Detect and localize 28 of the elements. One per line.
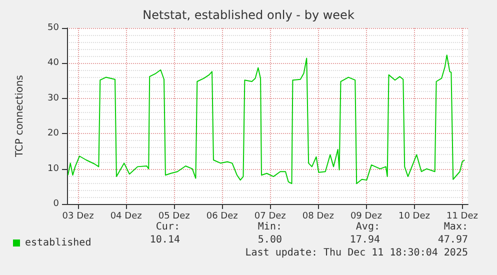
y-tick-label: 20 [48,128,60,139]
text: Max: [444,222,468,232]
x-tick-label: 05 Dez [158,212,190,222]
y-axis-title: TCP connections [14,74,26,158]
y-tick-label: 30 [48,93,60,104]
y-tick-label: 40 [48,58,60,68]
x-tick-label: 06 Dez [206,212,238,222]
text: 10.14 [150,234,180,246]
y-tick-label: 50 [48,23,60,33]
y-tick-label: 0 [53,199,60,209]
x-tick-label: 11 Dez [446,212,478,222]
line-series [67,54,466,184]
text: 5.00 [258,234,282,246]
x-tick-label: 03 Dez [62,212,94,222]
x-tick-label: 09 Dez [350,212,382,222]
text: Cur: [156,222,180,232]
y-tick-label: 10 [48,164,60,174]
text: Min: [258,222,282,232]
text: Last update: Thu Dec 11 18:30:04 2025 [245,248,468,258]
x-tick-label: 10 Dez [398,212,430,222]
legend-label: established [25,238,92,248]
x-tick-label: 07 Dez [254,212,286,222]
text: Avg: [356,222,380,232]
x-tick-label: 04 Dez [110,212,142,222]
chart-title: Netstat, established only - by week [142,8,354,22]
text: 47.97 [438,234,468,246]
text: 17.94 [350,234,380,246]
x-tick-label: 08 Dez [302,212,334,222]
